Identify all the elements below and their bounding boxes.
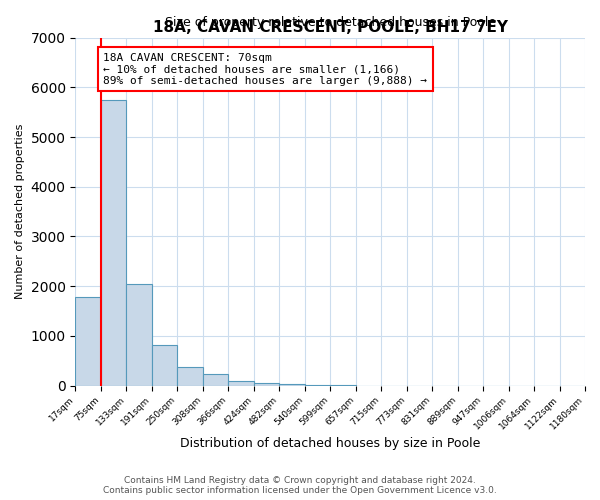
Bar: [76, 297, 101, 386]
Bar: [178, 367, 203, 386]
Bar: [127, 284, 152, 386]
Bar: [101, 100, 127, 386]
Title: 18A, CAVAN CRESCENT, POOLE, BH17 7EY: 18A, CAVAN CRESCENT, POOLE, BH17 7EY: [153, 20, 508, 35]
Bar: [279, 384, 305, 386]
X-axis label: Distribution of detached houses by size in Poole: Distribution of detached houses by size …: [180, 437, 481, 450]
Bar: [152, 345, 178, 386]
Bar: [203, 374, 228, 386]
Text: 18A CAVAN CRESCENT: 70sqm
← 10% of detached houses are smaller (1,166)
89% of se: 18A CAVAN CRESCENT: 70sqm ← 10% of detac…: [103, 52, 427, 86]
Text: Contains HM Land Registry data © Crown copyright and database right 2024.
Contai: Contains HM Land Registry data © Crown c…: [103, 476, 497, 495]
Y-axis label: Number of detached properties: Number of detached properties: [15, 124, 25, 300]
Text: Size of property relative to detached houses in Poole: Size of property relative to detached ho…: [164, 16, 496, 29]
Bar: [254, 383, 279, 386]
Bar: [305, 385, 330, 386]
Bar: [228, 380, 254, 386]
